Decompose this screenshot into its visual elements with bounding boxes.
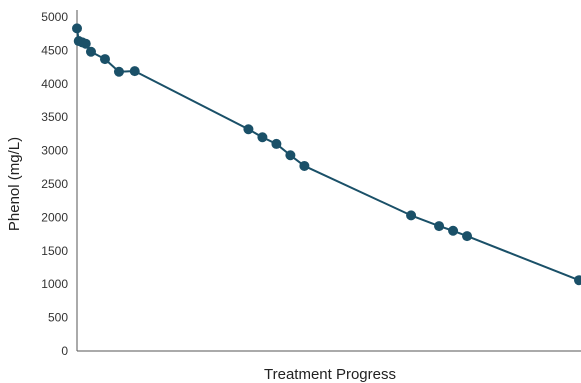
data-point (257, 132, 268, 143)
y-tick-label: 3000 (41, 144, 68, 158)
y-axis: 0 500 1000 1500 2000 2500 3000 3500 4000 4500 5000 (41, 10, 78, 358)
data-point (243, 124, 254, 135)
y-tick-label: 2500 (41, 177, 68, 191)
data-point (85, 46, 96, 57)
data-point (271, 138, 282, 149)
y-tick-label: 2000 (41, 210, 68, 224)
data-point (113, 66, 124, 77)
x-axis-title: Treatment Progress (264, 366, 396, 383)
y-tick-label: 0 (61, 344, 68, 358)
y-tick-label: 3500 (41, 110, 68, 124)
data-point (80, 38, 91, 49)
series-line (76, 28, 580, 282)
data-point (129, 66, 140, 77)
y-tick-label: 5000 (41, 10, 68, 24)
data-point (574, 275, 581, 286)
data-point (285, 150, 296, 161)
y-tick-label: 4500 (41, 43, 68, 57)
data-point (462, 231, 473, 242)
y-tick-label: 500 (48, 311, 68, 325)
y-tick-label: 1000 (41, 277, 68, 291)
data-point (299, 160, 310, 171)
data-point (99, 54, 110, 65)
data-point (406, 210, 417, 221)
data-point (448, 225, 459, 236)
series-layer (72, 23, 581, 286)
data-point (434, 221, 445, 232)
y-tick-label: 4000 (41, 77, 68, 91)
y-tick-label: 1500 (41, 244, 68, 258)
y-axis-title: Phenol (mg/L) (6, 137, 23, 231)
data-point (72, 23, 82, 34)
